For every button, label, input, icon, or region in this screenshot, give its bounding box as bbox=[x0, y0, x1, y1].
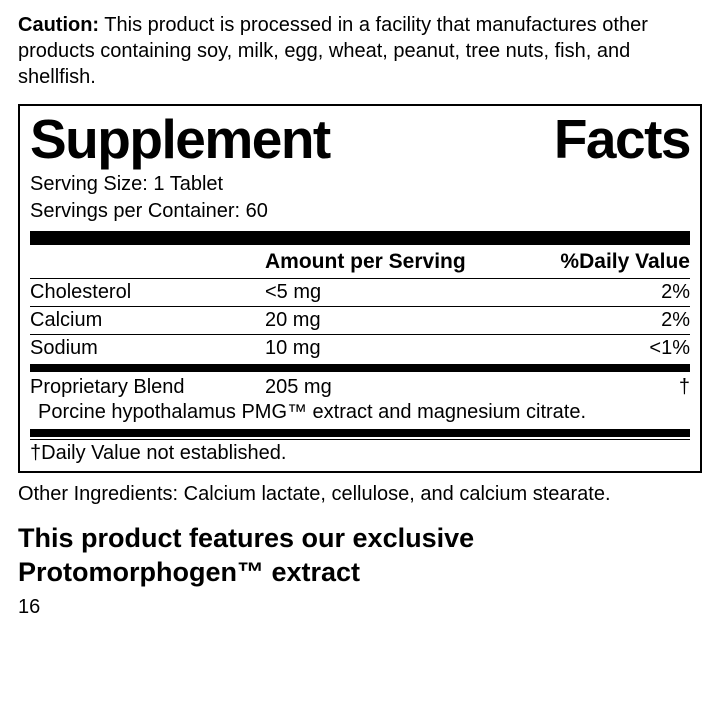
page-number: 16 bbox=[18, 596, 702, 619]
blend-detail: Porcine hypothalamus PMG™ extract and ma… bbox=[30, 401, 690, 427]
divider-thick bbox=[30, 231, 690, 245]
title-word-2: Facts bbox=[554, 112, 690, 167]
table-row: Sodium 10 mg <1% bbox=[30, 335, 690, 362]
blend-dv: † bbox=[515, 376, 690, 399]
header-amount: Amount per Serving bbox=[265, 250, 515, 274]
caution-label: Caution: bbox=[18, 14, 99, 36]
table-row: Cholesterol <5 mg 2% bbox=[30, 279, 690, 307]
dv-footnote: †Daily Value not established. bbox=[30, 439, 690, 469]
panel-title: Supplement Facts bbox=[30, 112, 690, 167]
nutrient-name: Sodium bbox=[30, 337, 265, 360]
header-spacer bbox=[30, 250, 265, 274]
table-row: Calcium 20 mg 2% bbox=[30, 307, 690, 335]
divider-medium bbox=[30, 429, 690, 437]
nutrient-dv: 2% bbox=[515, 281, 690, 304]
caution-body: This product is processed in a facility … bbox=[18, 14, 648, 88]
nutrient-dv: 2% bbox=[515, 309, 690, 332]
serving-size: Serving Size: 1 Tablet bbox=[30, 171, 690, 198]
nutrient-amount: 20 mg bbox=[265, 309, 515, 332]
nutrient-name: Cholesterol bbox=[30, 281, 265, 304]
divider-medium bbox=[30, 364, 690, 372]
other-ingredients: Other Ingredients: Calcium lactate, cell… bbox=[18, 483, 702, 506]
blend-row: Proprietary Blend 205 mg † bbox=[30, 374, 690, 401]
feature-statement: This product features our exclusive Prot… bbox=[18, 522, 702, 590]
serving-info: Serving Size: 1 Tablet Servings per Cont… bbox=[30, 171, 690, 225]
title-word-1: Supplement bbox=[30, 112, 330, 167]
header-row: Amount per Serving %Daily Value bbox=[30, 247, 690, 279]
supplement-facts-panel: Supplement Facts Serving Size: 1 Tablet … bbox=[18, 104, 702, 473]
caution-text: Caution: This product is processed in a … bbox=[18, 12, 702, 90]
header-dv: %Daily Value bbox=[515, 250, 690, 274]
nutrient-dv: <1% bbox=[515, 337, 690, 360]
blend-name: Proprietary Blend bbox=[30, 376, 265, 399]
nutrient-amount: <5 mg bbox=[265, 281, 515, 304]
servings-per-container: Servings per Container: 60 bbox=[30, 198, 690, 225]
blend-amount: 205 mg bbox=[265, 376, 515, 399]
nutrient-name: Calcium bbox=[30, 309, 265, 332]
nutrient-amount: 10 mg bbox=[265, 337, 515, 360]
